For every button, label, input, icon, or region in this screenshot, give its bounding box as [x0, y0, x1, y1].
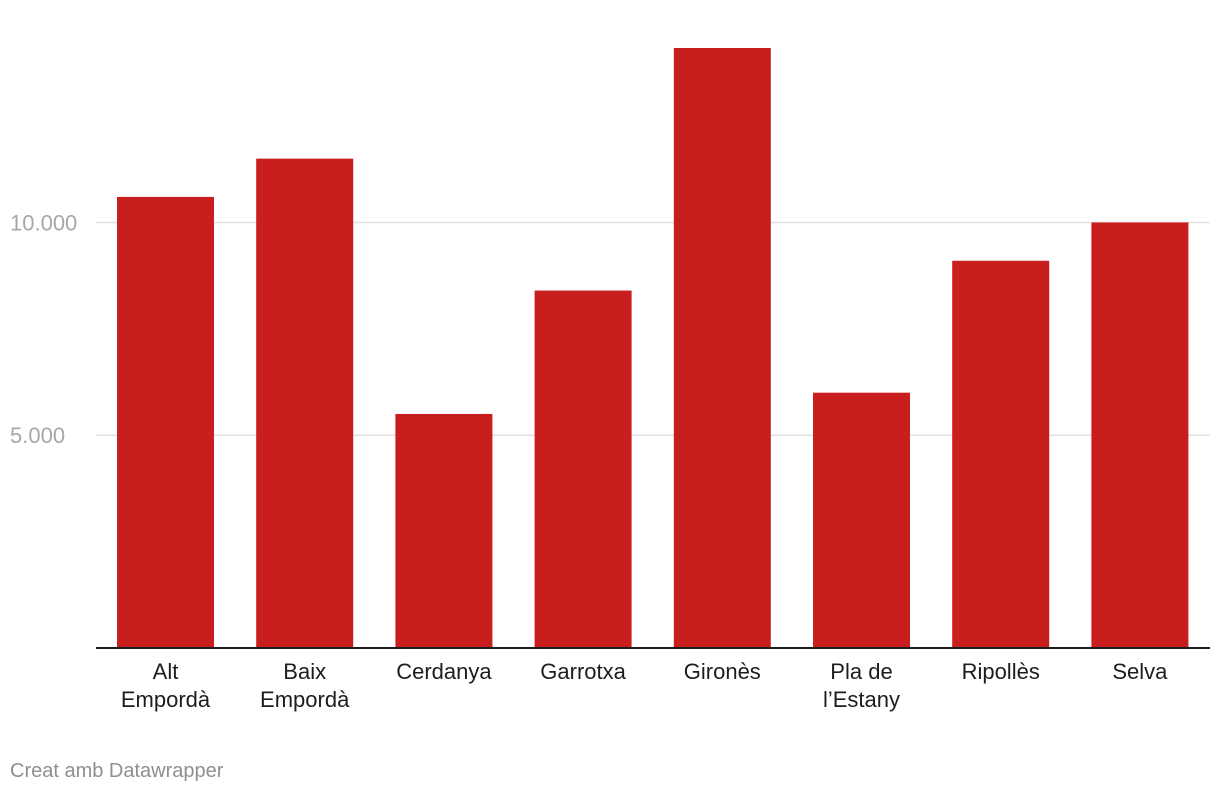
- x-tick-label-line: Ripollès: [962, 659, 1040, 684]
- x-tick-label-line: Selva: [1112, 659, 1168, 684]
- x-tick-label-line: Baix: [283, 659, 326, 684]
- bar: [673, 48, 771, 648]
- x-tick-label: Baix Empordà: [260, 659, 350, 712]
- x-tick-label-line: Empordà: [121, 687, 211, 712]
- x-tick-label-line: Empordà: [260, 687, 350, 712]
- bar: [813, 392, 910, 648]
- x-tick-label-line: Cerdanya: [396, 659, 492, 684]
- x-axis-labels: Alt Empordà Baix Empordà Cerdanya Garrotxa Gir…: [121, 659, 1168, 712]
- x-tick-label-line: Gironès: [684, 659, 761, 684]
- x-tick-label-line: Garrotxa: [540, 659, 626, 684]
- bar: [1091, 222, 1189, 648]
- x-tick-label: Selva: [1112, 659, 1168, 684]
- y-tick-label: 10.000: [10, 210, 77, 235]
- bar: [395, 413, 493, 648]
- x-tick-label: Cerdanya: [396, 659, 492, 684]
- x-tick-label: Garrotxa: [540, 659, 626, 684]
- bar: [952, 260, 1050, 648]
- x-tick-label: Gironès: [684, 659, 761, 684]
- bar: [117, 196, 214, 649]
- bars-layer: [117, 48, 1189, 649]
- x-tick-label-line: l’Estany: [823, 687, 900, 712]
- bar: [256, 158, 354, 648]
- x-tick-label-line: Pla de: [830, 659, 892, 684]
- x-tick-label: Pla de l’Estany: [823, 659, 900, 712]
- credit-text: Creat amb Datawrapper: [10, 760, 224, 782]
- x-tick-label: Ripollès: [962, 659, 1040, 684]
- x-tick-label: Alt Empordà: [121, 659, 211, 712]
- y-tick-label: 5.000: [10, 423, 65, 448]
- x-tick-label-line: Alt: [153, 659, 179, 684]
- bar: [534, 290, 632, 648]
